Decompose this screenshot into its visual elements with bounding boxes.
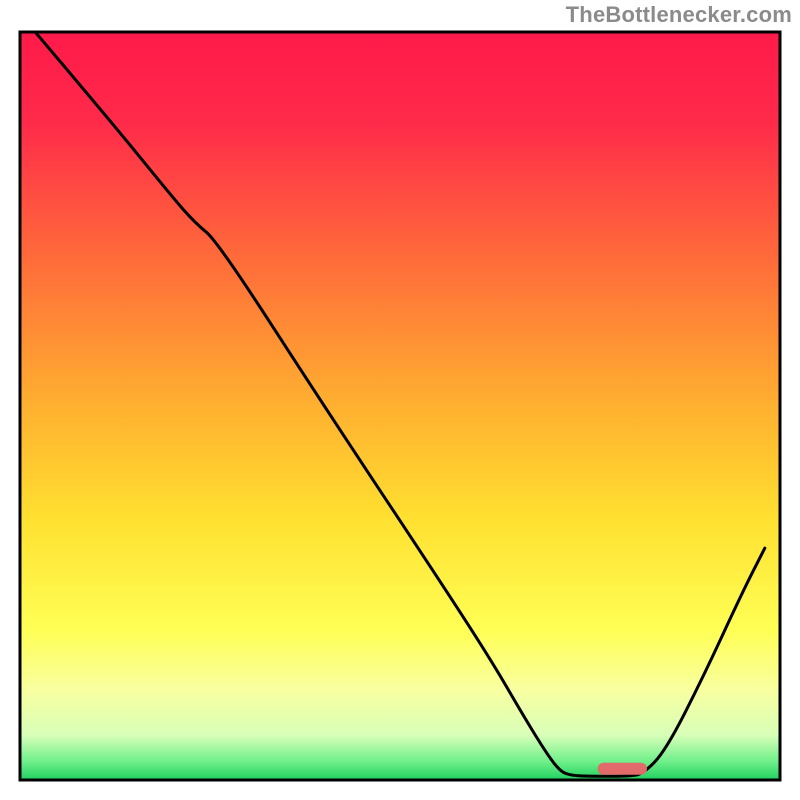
bottleneck-chart [0,0,800,800]
attribution-text: TheBottlenecker.com [566,2,792,28]
plot-background [20,32,780,780]
chart-wrapper: TheBottlenecker.com [0,0,800,800]
optimal-marker [598,763,647,775]
